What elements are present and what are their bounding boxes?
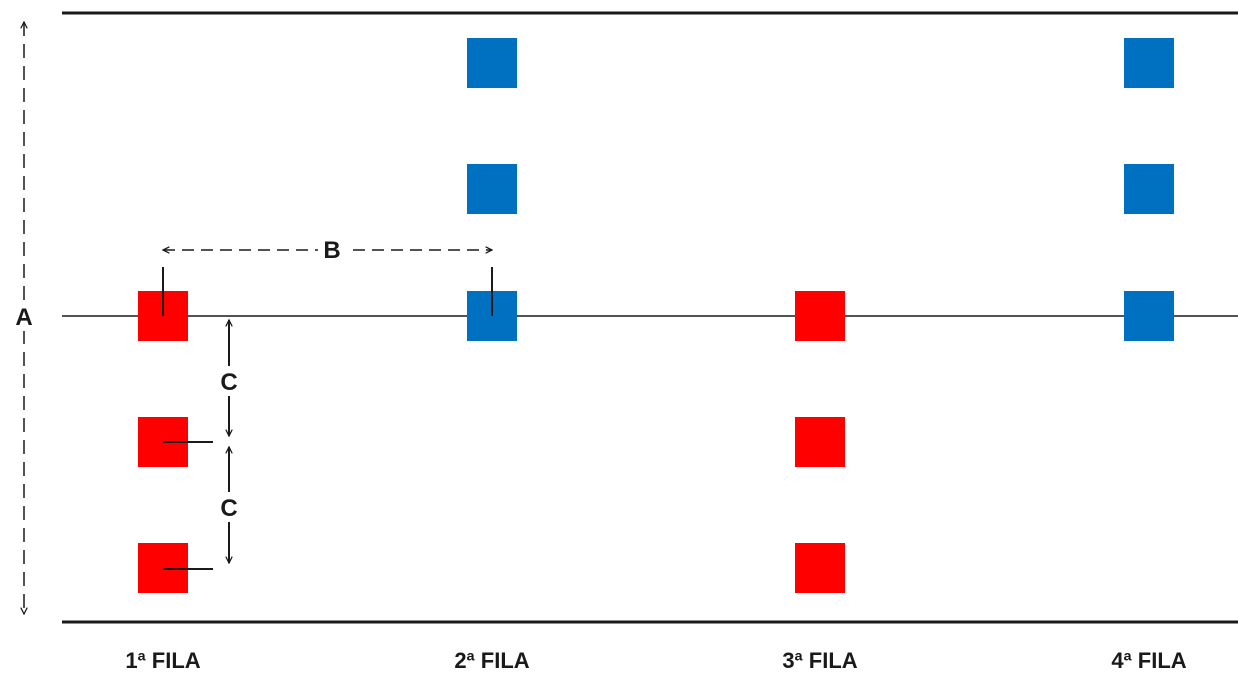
- dimension-c-upper-label: C: [220, 369, 237, 396]
- row-label-3: 3ª FILA: [782, 648, 857, 673]
- row-label-4: 4ª FILA: [1111, 648, 1186, 673]
- plant-row2-2: [467, 164, 517, 214]
- plant-row4-1: [1124, 38, 1174, 88]
- plant-row2-1: [467, 38, 517, 88]
- dimension-b-label: B: [323, 237, 340, 264]
- plant-row3-2: [795, 417, 845, 467]
- dimension-a-label: A: [15, 304, 32, 331]
- plant-row3-3: [795, 543, 845, 593]
- plant-row3-1: [795, 291, 845, 341]
- dimension-c-lower-label: C: [220, 495, 237, 522]
- plant-row4-2: [1124, 164, 1174, 214]
- row-label-1: 1ª FILA: [125, 648, 200, 673]
- row-label-2: 2ª FILA: [454, 648, 529, 673]
- plant-row4-3: [1124, 291, 1174, 341]
